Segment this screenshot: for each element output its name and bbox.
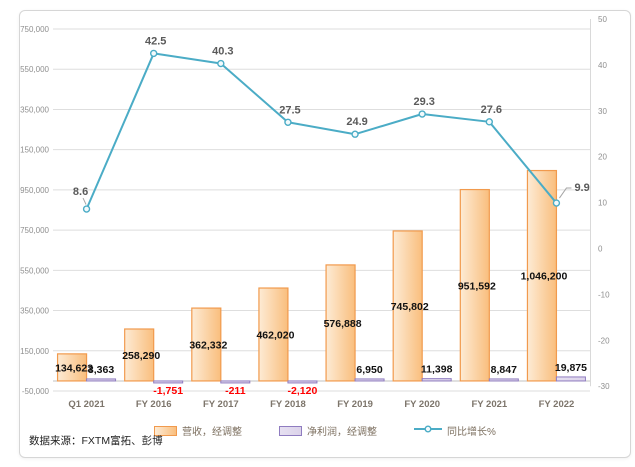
growth-line-label: 40.3 — [212, 46, 233, 58]
growth-line-label: 27.5 — [279, 104, 300, 116]
net-profit-bar — [86, 378, 117, 382]
revenue-bar — [56, 353, 88, 382]
net-profit-bar — [354, 378, 385, 382]
right-axis-tick-label: 50 — [598, 15, 607, 24]
legend-label-net-profit: 净利润，经调整 — [307, 427, 378, 438]
left-axis-tick-label: 1,750,000 — [20, 25, 50, 34]
growth-line-label: 29.3 — [413, 96, 434, 108]
net-profit-bar — [555, 376, 586, 382]
net-profit-bar-label: 11,398 — [421, 364, 453, 376]
left-axis-tick-label: 750,000 — [20, 226, 49, 235]
legend-item-net-profit: 净利润，经调整 — [279, 423, 377, 438]
right-axis-tick-label: 0 — [598, 245, 603, 254]
left-axis-tick-label: 150,000 — [20, 347, 49, 356]
right-axis-tick-label: 20 — [598, 153, 607, 162]
growth-line-swatch-icon — [414, 424, 443, 437]
growth-line-marker — [217, 59, 225, 68]
revenue-bar — [124, 328, 155, 382]
net-profit-bar-label: 8,847 — [491, 364, 517, 376]
net-profit-bar — [220, 380, 251, 384]
revenue-bar-label: 745,802 — [391, 301, 429, 313]
revenue-bar-label: 576,888 — [324, 318, 362, 330]
net-profit-bar-label: 6,950 — [356, 364, 382, 376]
source-note: 数据来源：FXTM富拓、彭博 — [29, 435, 163, 447]
left-axis-tick-label: 550,000 — [20, 266, 49, 275]
label-leader-line — [82, 197, 87, 205]
revenue-bar-label: 1,046,200 — [521, 271, 568, 283]
label-leader-line — [559, 187, 572, 199]
category-label: FY 2021 — [471, 399, 507, 410]
growth-line-swatch-svg — [414, 425, 443, 433]
growth-line-label: 24.9 — [346, 116, 367, 128]
revenue-bar — [258, 287, 289, 382]
right-axis-tick-label: 40 — [598, 61, 607, 70]
legend-item-growth: 同比增长% — [414, 423, 496, 438]
net-profit-bar — [153, 380, 184, 384]
growth-line-marker — [351, 130, 359, 138]
right-axis-tick-label: 10 — [598, 199, 607, 208]
revenue-bar — [392, 230, 423, 382]
right-axis-tick-label: 30 — [598, 107, 607, 116]
category-label: FY 2020 — [404, 399, 440, 410]
net-profit-swatch-icon — [279, 425, 303, 436]
right-axis-tick-label: -10 — [598, 290, 610, 299]
net-profit-bar-label: -211 — [225, 385, 246, 397]
growth-line — [85, 52, 558, 210]
revenue-bar — [191, 307, 222, 382]
net-profit-bar — [287, 380, 318, 384]
left-axis-tick-label: 1,150,000 — [20, 146, 50, 155]
revenue-bar-label: 951,592 — [458, 280, 496, 292]
category-label: FY 2018 — [270, 399, 306, 410]
category-label: FY 2016 — [136, 399, 172, 410]
revenue-bar-label: 462,020 — [256, 329, 294, 341]
revenue-bar — [526, 169, 558, 382]
net-profit-bar — [488, 378, 519, 382]
net-profit-bar — [421, 378, 452, 382]
legend-label-growth: 同比增长% — [447, 427, 496, 438]
growth-line-label: 9.9 — [574, 182, 589, 194]
revenue-bar-label: 134,622 — [55, 362, 93, 374]
right-axis-tick-label: -20 — [598, 336, 610, 345]
category-label: Q1 2021 — [68, 399, 105, 410]
chart-card: 1,750,000 1,550,000 1,350,000 1,150,000 950,… — [19, 10, 631, 458]
category-label: FY 2022 — [539, 399, 575, 410]
legend-label-revenue: 营收，经调整 — [182, 427, 243, 438]
net-profit-bar-label: -1,751 — [153, 385, 183, 397]
left-axis-tick-label: -50,000 — [22, 387, 50, 396]
growth-line-marker — [418, 110, 426, 118]
growth-line-marker — [149, 49, 158, 58]
left-axis-tick-label: 1,550,000 — [20, 65, 50, 74]
net-profit-bar-label: 3,363 — [88, 364, 114, 376]
growth-line-marker — [284, 118, 292, 126]
growth-line-marker — [552, 199, 561, 207]
category-label: FY 2019 — [337, 399, 373, 410]
left-axis-tick-label: 350,000 — [20, 307, 49, 316]
category-label: FY 2017 — [203, 399, 239, 410]
legend-item-revenue: 营收，经调整 — [154, 423, 242, 438]
revenue-bar — [459, 188, 490, 382]
right-axis-tick-label: -30 — [598, 382, 610, 391]
left-axis-tick-label: 950,000 — [20, 186, 49, 195]
net-profit-bar-label: -2,120 — [288, 385, 318, 397]
growth-line-label: 27.6 — [481, 104, 502, 116]
revenue-bar-label: 258,290 — [122, 350, 160, 362]
left-axis-tick-label: 1,350,000 — [20, 105, 50, 114]
growth-line-marker — [485, 118, 494, 126]
growth-line-marker — [82, 205, 91, 213]
combo-chart-svg: 1,750,000 1,550,000 1,350,000 1,150,000 950,… — [20, 15, 610, 410]
growth-line-label: 42.5 — [145, 35, 166, 47]
chart-legend: 营收，经调整 净利润，经调整 同比增长% — [20, 423, 630, 438]
revenue-swatch-icon — [154, 425, 178, 436]
revenue-bar — [325, 264, 356, 382]
growth-line-label: 8.6 — [73, 186, 88, 198]
revenue-bar-label: 362,332 — [189, 340, 227, 352]
net-profit-bar-label: 19,875 — [555, 362, 587, 374]
